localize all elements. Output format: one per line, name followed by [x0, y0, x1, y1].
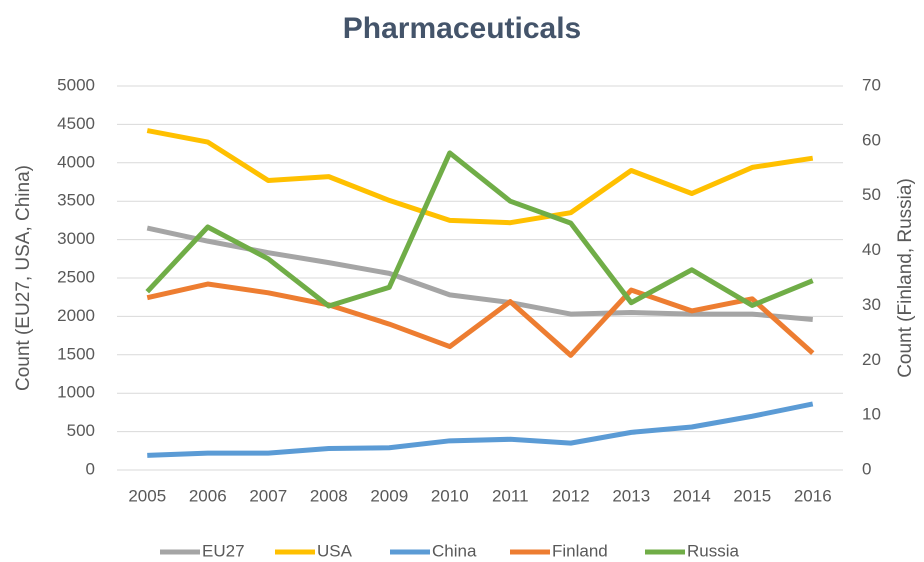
series-line: [145, 150, 814, 309]
y-tick-label: 1500: [57, 344, 95, 363]
x-tick-label: 2013: [612, 486, 650, 505]
y2-tick-label: 0: [862, 459, 871, 478]
y-axis-label: Count (EU27, USA, China): [13, 165, 34, 391]
y2-tick-label: 40: [862, 240, 881, 259]
y-tick-label: 5000: [57, 75, 95, 94]
y2-tick-label: 10: [862, 405, 881, 424]
legend-label: China: [432, 541, 477, 560]
y2-tick-label: 70: [862, 75, 881, 94]
y-tick-label: 4500: [57, 114, 95, 133]
x-tick-label: 2016: [794, 486, 832, 505]
x-tick-label: 2007: [249, 486, 287, 505]
x-tick-label: 2011: [492, 486, 529, 505]
y2-tick-label: 50: [862, 185, 881, 204]
y-tick-label: 1000: [57, 383, 95, 402]
y-tick-label: 0: [86, 459, 95, 478]
x-tick-label: 2009: [370, 486, 408, 505]
y-tick-label: 4000: [57, 152, 95, 171]
legend-label: Finland: [552, 541, 608, 560]
legend-label: EU27: [202, 541, 245, 560]
y2-tick-label: 20: [862, 350, 881, 369]
chart-title: Pharmaceuticals: [343, 12, 581, 45]
legend-label: USA: [317, 541, 353, 560]
x-tick-label: 2012: [552, 486, 590, 505]
y-tick-label: 3500: [57, 191, 95, 210]
x-tick-label: 2005: [128, 486, 166, 505]
legend-label: Russia: [687, 541, 740, 560]
series-line: [147, 401, 814, 458]
y-tick-label: 2500: [57, 267, 95, 286]
series-line: [146, 128, 814, 226]
x-tick-label: 2010: [431, 486, 469, 505]
y-tick-label: 2000: [57, 306, 95, 325]
x-tick-label: 2014: [673, 486, 711, 505]
y2-tick-label: 60: [862, 130, 881, 149]
y2-tick-label: 30: [862, 295, 881, 314]
y2-axis-label: Count (Finland, Russia): [895, 178, 916, 378]
x-tick-label: 2008: [310, 486, 348, 505]
series-line: [146, 281, 815, 358]
y-tick-label: 3000: [57, 229, 95, 248]
x-tick-label: 2015: [733, 486, 771, 505]
x-tick-label: 2006: [189, 486, 227, 505]
y-tick-label: 500: [67, 421, 95, 440]
